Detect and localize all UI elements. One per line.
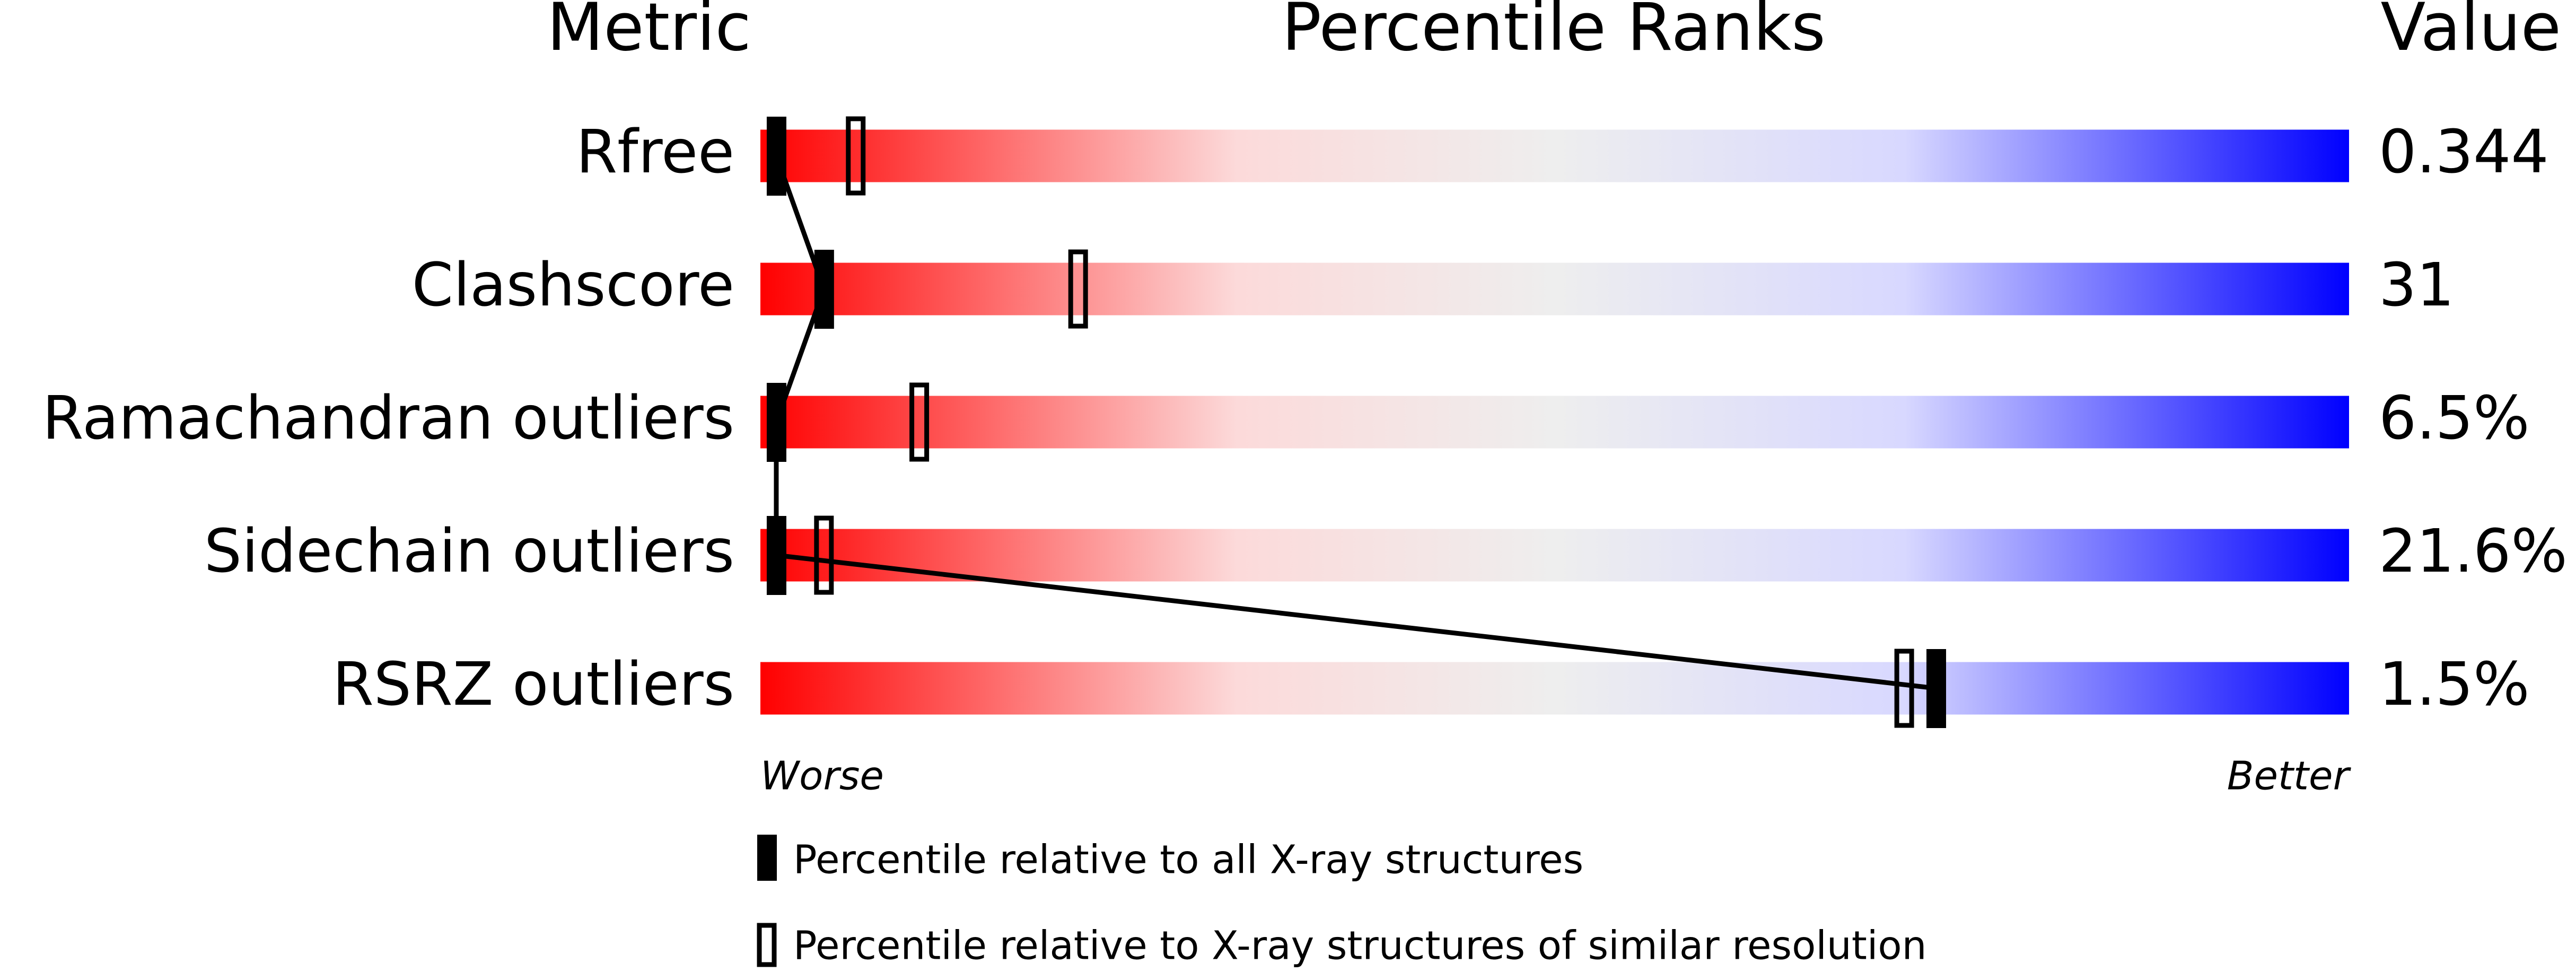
metric-label: Clashscore — [412, 251, 734, 320]
metric-value: 0.344 — [2379, 118, 2549, 187]
percentile-marker-similar — [1068, 249, 1088, 329]
percentile-marker-all — [766, 516, 786, 595]
legend-filled-swatch — [757, 835, 777, 881]
percentile-marker-all — [1926, 649, 1947, 728]
metric-header: Metric — [547, 0, 751, 66]
percentile-marker-similar — [814, 515, 834, 595]
value-header: Value — [2380, 0, 2561, 66]
slider-bar — [760, 396, 2349, 449]
slider-bar — [760, 129, 2349, 182]
percentile-marker-all — [766, 117, 786, 196]
percentile-marker-similar — [909, 382, 930, 462]
metric-value: 21.6% — [2379, 517, 2568, 586]
better-label: Better — [2227, 754, 2352, 799]
legend-label: Percentile relative to all X-ray structu… — [793, 837, 1583, 883]
worse-label: Worse — [760, 754, 884, 799]
slider-bar — [760, 662, 2349, 715]
metric-value: 6.5% — [2379, 384, 2530, 453]
percentile-marker-similar — [1894, 649, 1914, 728]
percentile-marker-similar — [846, 116, 866, 196]
percentile-marker-all — [766, 383, 786, 462]
slider-bar — [760, 529, 2349, 582]
metric-value: 31 — [2379, 251, 2455, 320]
legend-open-swatch — [757, 923, 777, 967]
metric-value: 1.5% — [2379, 650, 2530, 719]
legend-label: Percentile relative to X-ray structures … — [793, 923, 1927, 969]
metric-label: Rfree — [576, 118, 734, 187]
metric-label: Ramachandran outliers — [42, 384, 734, 453]
metric-label: RSRZ outliers — [332, 650, 734, 719]
metric-label: Sidechain outliers — [204, 517, 734, 586]
slider-bar — [760, 262, 2349, 316]
percentile-marker-all — [814, 250, 834, 329]
ranks-header: Percentile Ranks — [1282, 0, 1826, 66]
